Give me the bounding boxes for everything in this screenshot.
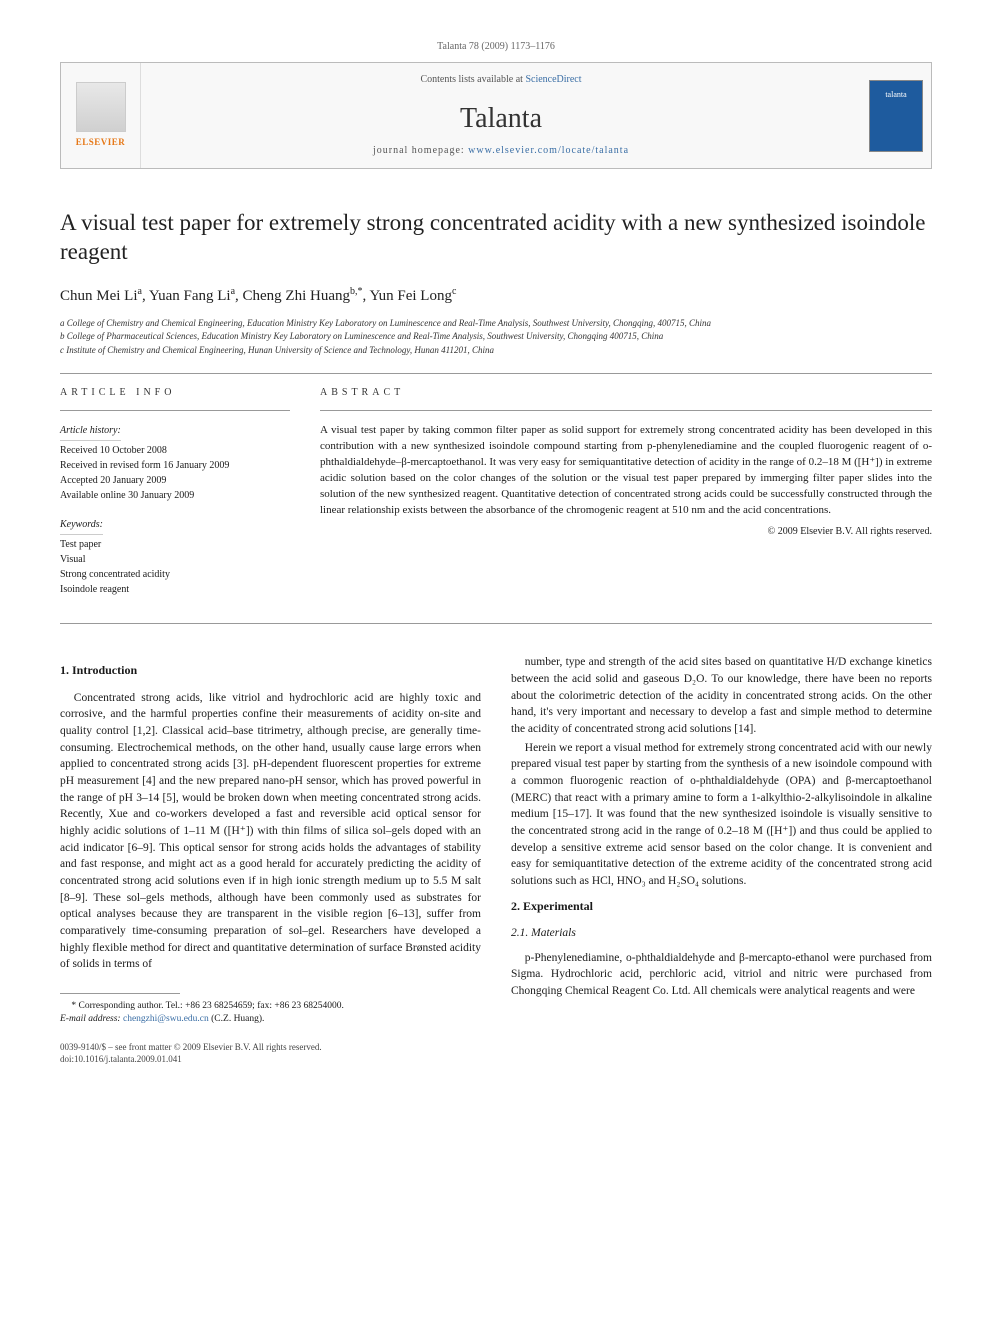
intro-paragraph-3: Herein we report a visual method for ext…	[511, 740, 932, 890]
materials-paragraph: p-Phenylenediamine, o-phthaldialdehyde a…	[511, 950, 932, 1000]
abstract-text: A visual test paper by taking common fil…	[320, 423, 932, 519]
history-line: Received in revised form 16 January 2009	[60, 458, 290, 473]
intro-heading: 1. Introduction	[60, 662, 481, 679]
abstract-copyright: © 2009 Elsevier B.V. All rights reserved…	[320, 525, 932, 539]
homepage-line: journal homepage: www.elsevier.com/locat…	[151, 144, 851, 158]
history-line: Accepted 20 January 2009	[60, 473, 290, 488]
divider-top	[60, 373, 932, 374]
affiliation-line: b College of Pharmaceutical Sciences, Ed…	[60, 330, 932, 344]
abstract-divider	[320, 410, 932, 411]
article-history: Article history: Received 10 October 200…	[60, 423, 290, 503]
corresponding-author-footnote: * Corresponding author. Tel.: +86 23 682…	[60, 1000, 481, 1027]
email-link[interactable]: chengzhi@swu.edu.cn	[123, 1014, 209, 1024]
intro-paragraph-1: Concentrated strong acids, like vitriol …	[60, 690, 481, 973]
intro-paragraph-2: number, type and strength of the acid si…	[511, 654, 932, 737]
affiliation-line: c Institute of Chemistry and Chemical En…	[60, 344, 932, 358]
authors-line: Chun Mei Lia, Yuan Fang Lia, Cheng Zhi H…	[60, 285, 932, 307]
affiliations: a College of Chemistry and Chemical Engi…	[60, 317, 932, 358]
article-info-heading: article info	[60, 386, 290, 400]
journal-name: Talanta	[151, 99, 851, 138]
divider-bottom	[60, 623, 932, 624]
citation-line: Talanta 78 (2009) 1173–1176	[60, 40, 932, 54]
homepage-prefix: journal homepage:	[373, 145, 468, 156]
keyword-line: Visual	[60, 552, 290, 567]
contents-prefix: Contents lists available at	[420, 74, 525, 85]
materials-heading: 2.1. Materials	[511, 925, 932, 942]
email-suffix: (C.Z. Huang).	[211, 1014, 264, 1024]
abstract-heading: abstract	[320, 386, 932, 400]
article-title: A visual test paper for extremely strong…	[60, 209, 932, 267]
abstract-column: abstract A visual test paper by taking c…	[320, 386, 932, 611]
homepage-link[interactable]: www.elsevier.com/locate/talanta	[468, 145, 629, 156]
keywords-block: Keywords: Test paperVisualStrong concent…	[60, 517, 290, 597]
experimental-heading: 2. Experimental	[511, 898, 932, 915]
journal-cover: talanta	[861, 63, 931, 168]
info-divider	[60, 410, 290, 411]
sciencedirect-link[interactable]: ScienceDirect	[525, 74, 581, 85]
history-label: Article history:	[60, 423, 121, 441]
elsevier-logo: ELSEVIER	[61, 63, 141, 168]
corr-text: * Corresponding author. Tel.: +86 23 682…	[71, 1001, 343, 1011]
keywords-label: Keywords:	[60, 517, 103, 535]
article-info-column: article info Article history: Received 1…	[60, 386, 290, 611]
body-columns: 1. Introduction Concentrated strong acid…	[60, 654, 932, 1066]
journal-center: Contents lists available at ScienceDirec…	[141, 63, 861, 168]
history-line: Available online 30 January 2009	[60, 488, 290, 503]
journal-header: ELSEVIER Contents lists available at Sci…	[60, 62, 932, 169]
keyword-line: Test paper	[60, 537, 290, 552]
footnote-separator	[60, 993, 180, 994]
history-line: Received 10 October 2008	[60, 443, 290, 458]
elsevier-label: ELSEVIER	[76, 136, 126, 149]
contents-available-line: Contents lists available at ScienceDirec…	[151, 73, 851, 87]
email-label: E-mail address:	[60, 1014, 121, 1024]
footer-front-matter: 0039-9140/$ – see front matter © 2009 El…	[60, 1041, 481, 1066]
front-matter-text: 0039-9140/$ – see front matter © 2009 El…	[60, 1042, 322, 1052]
affiliation-line: a College of Chemistry and Chemical Engi…	[60, 317, 932, 331]
keyword-line: Strong concentrated acidity	[60, 567, 290, 582]
doi-text: doi:10.1016/j.talanta.2009.01.041	[60, 1054, 182, 1064]
keyword-line: Isoindole reagent	[60, 582, 290, 597]
cover-thumbnail: talanta	[869, 80, 923, 152]
elsevier-tree-icon	[76, 82, 126, 132]
